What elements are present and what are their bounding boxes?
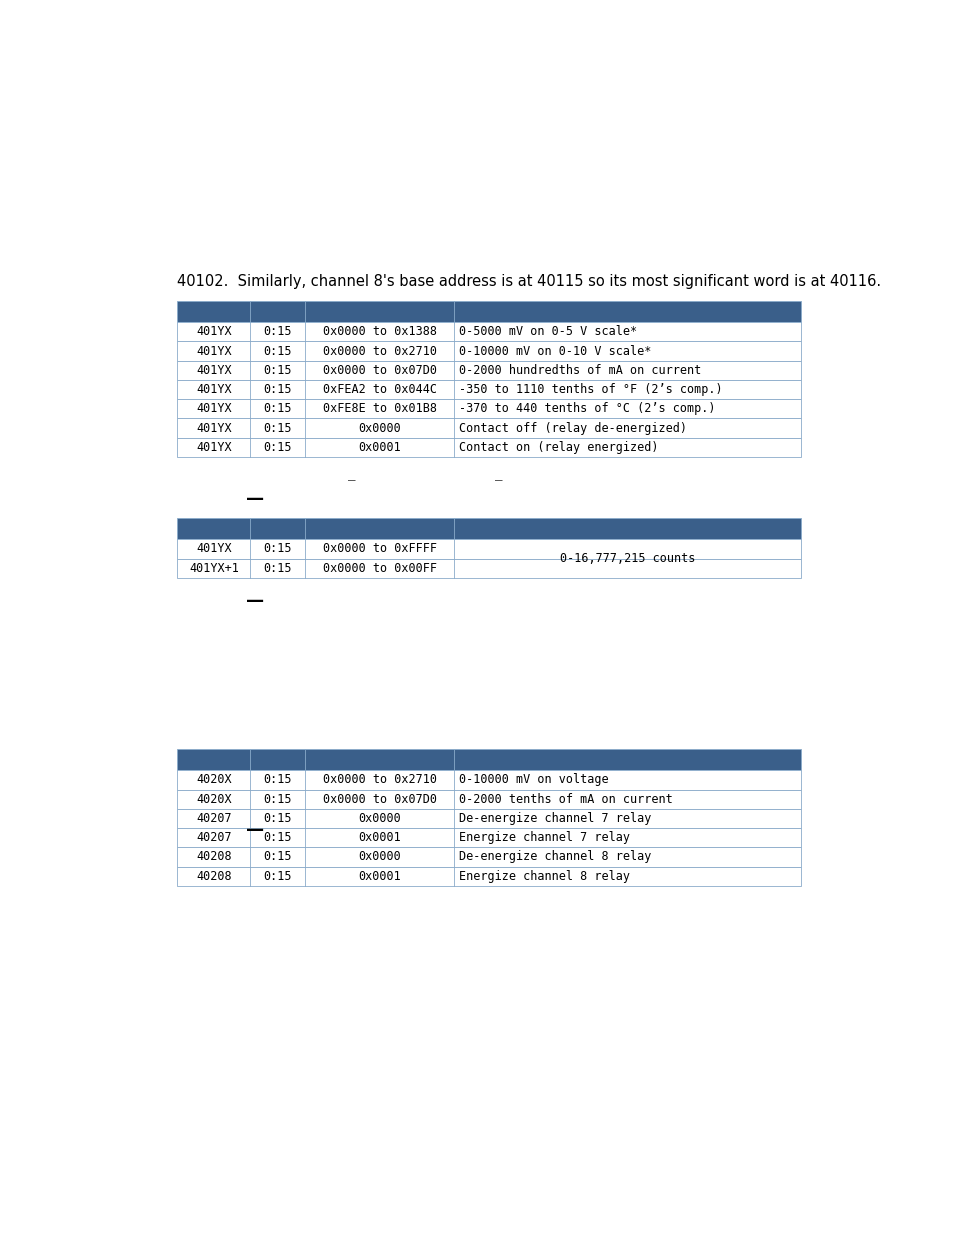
Text: 0x0001: 0x0001 (357, 831, 400, 845)
Bar (177, 437, 801, 457)
Text: -350 to 1110 tenths of °F (2’s comp.): -350 to 1110 tenths of °F (2’s comp.) (458, 383, 722, 396)
Text: 0-2000 hundredths of mA on current: 0-2000 hundredths of mA on current (458, 364, 700, 377)
Text: Contact off (relay de-energized): Contact off (relay de-energized) (458, 421, 686, 435)
Text: 0:15: 0:15 (263, 542, 292, 556)
Text: —: — (246, 490, 264, 509)
Bar (177, 867, 801, 885)
Bar (177, 829, 801, 847)
Text: 0-10000 mV on 0-10 V scale*: 0-10000 mV on 0-10 V scale* (458, 345, 651, 358)
Text: 0:15: 0:15 (263, 851, 292, 863)
Text: 0xFEA2 to 0x044C: 0xFEA2 to 0x044C (322, 383, 436, 396)
Text: Energize channel 7 relay: Energize channel 7 relay (458, 831, 630, 845)
Bar (177, 341, 801, 361)
Text: 0:15: 0:15 (263, 345, 292, 358)
Text: 40208: 40208 (196, 869, 232, 883)
Text: De-energize channel 7 relay: De-energize channel 7 relay (458, 811, 651, 825)
Text: 0x0000 to 0x00FF: 0x0000 to 0x00FF (322, 562, 436, 574)
Bar (177, 300, 801, 322)
Bar (177, 361, 801, 380)
Bar (177, 558, 801, 578)
Text: 40102.  Similarly, channel 8's base address is at 40115 so its most significant : 40102. Similarly, channel 8's base addre… (177, 274, 881, 289)
Text: 0x0001: 0x0001 (357, 441, 400, 453)
Text: 0:15: 0:15 (263, 441, 292, 453)
Text: 0:15: 0:15 (263, 793, 292, 805)
Text: 401YX: 401YX (196, 542, 232, 556)
Text: –: – (348, 474, 355, 488)
Text: 40207: 40207 (196, 831, 232, 845)
Text: 0:15: 0:15 (263, 364, 292, 377)
Text: 0:15: 0:15 (263, 403, 292, 415)
Text: 0:15: 0:15 (263, 869, 292, 883)
Bar (177, 789, 801, 809)
Text: 0x0000 to 0x1388: 0x0000 to 0x1388 (322, 325, 436, 338)
Text: 4020X: 4020X (196, 793, 232, 805)
Text: 0x0000: 0x0000 (357, 421, 400, 435)
Text: 0x0000: 0x0000 (357, 811, 400, 825)
Text: Energize channel 8 relay: Energize channel 8 relay (458, 869, 630, 883)
Text: 40207: 40207 (196, 811, 232, 825)
Text: 401YX+1: 401YX+1 (189, 562, 238, 574)
Bar (177, 540, 801, 558)
Bar (177, 847, 801, 867)
Bar (177, 399, 801, 419)
Bar (177, 748, 801, 771)
Text: 401YX: 401YX (196, 364, 232, 377)
Text: 0x0000: 0x0000 (357, 851, 400, 863)
Text: —: — (246, 592, 264, 610)
Text: 0-5000 mV on 0-5 V scale*: 0-5000 mV on 0-5 V scale* (458, 325, 637, 338)
Text: 0x0000 to 0x07D0: 0x0000 to 0x07D0 (322, 364, 436, 377)
Text: 401YX: 401YX (196, 325, 232, 338)
Text: —: — (246, 821, 264, 840)
Text: -370 to 440 tenths of °C (2’s comp.): -370 to 440 tenths of °C (2’s comp.) (458, 403, 715, 415)
Text: 0:15: 0:15 (263, 562, 292, 574)
Text: 0:15: 0:15 (263, 831, 292, 845)
Text: 0:15: 0:15 (263, 421, 292, 435)
Text: 0:15: 0:15 (263, 325, 292, 338)
Text: 0:15: 0:15 (263, 383, 292, 396)
Text: 0x0000 to 0x07D0: 0x0000 to 0x07D0 (322, 793, 436, 805)
Text: 0:15: 0:15 (263, 811, 292, 825)
Text: De-energize channel 8 relay: De-energize channel 8 relay (458, 851, 651, 863)
Text: 4020X: 4020X (196, 773, 232, 787)
Text: 0-2000 tenths of mA on current: 0-2000 tenths of mA on current (458, 793, 672, 805)
Text: 0x0000 to 0x2710: 0x0000 to 0x2710 (322, 345, 436, 358)
Text: 401YX: 401YX (196, 421, 232, 435)
Bar (177, 517, 801, 540)
Text: 401YX: 401YX (196, 403, 232, 415)
Text: 0x0000 to 0x2710: 0x0000 to 0x2710 (322, 773, 436, 787)
Text: 0x0000 to 0xFFFF: 0x0000 to 0xFFFF (322, 542, 436, 556)
Text: 0xFE8E to 0x01B8: 0xFE8E to 0x01B8 (322, 403, 436, 415)
Bar (177, 771, 801, 789)
Text: 401YX: 401YX (196, 441, 232, 453)
Text: 401YX: 401YX (196, 383, 232, 396)
Bar (177, 419, 801, 437)
Bar (177, 322, 801, 341)
Text: 401YX: 401YX (196, 345, 232, 358)
Text: 0-16,777,215 counts: 0-16,777,215 counts (559, 552, 695, 566)
Text: 0x0001: 0x0001 (357, 869, 400, 883)
Text: 0:15: 0:15 (263, 773, 292, 787)
Text: 40208: 40208 (196, 851, 232, 863)
Bar (177, 380, 801, 399)
Text: Contact on (relay energized): Contact on (relay energized) (458, 441, 658, 453)
Text: –: – (495, 474, 502, 488)
Text: 0-10000 mV on voltage: 0-10000 mV on voltage (458, 773, 608, 787)
Bar (177, 809, 801, 829)
